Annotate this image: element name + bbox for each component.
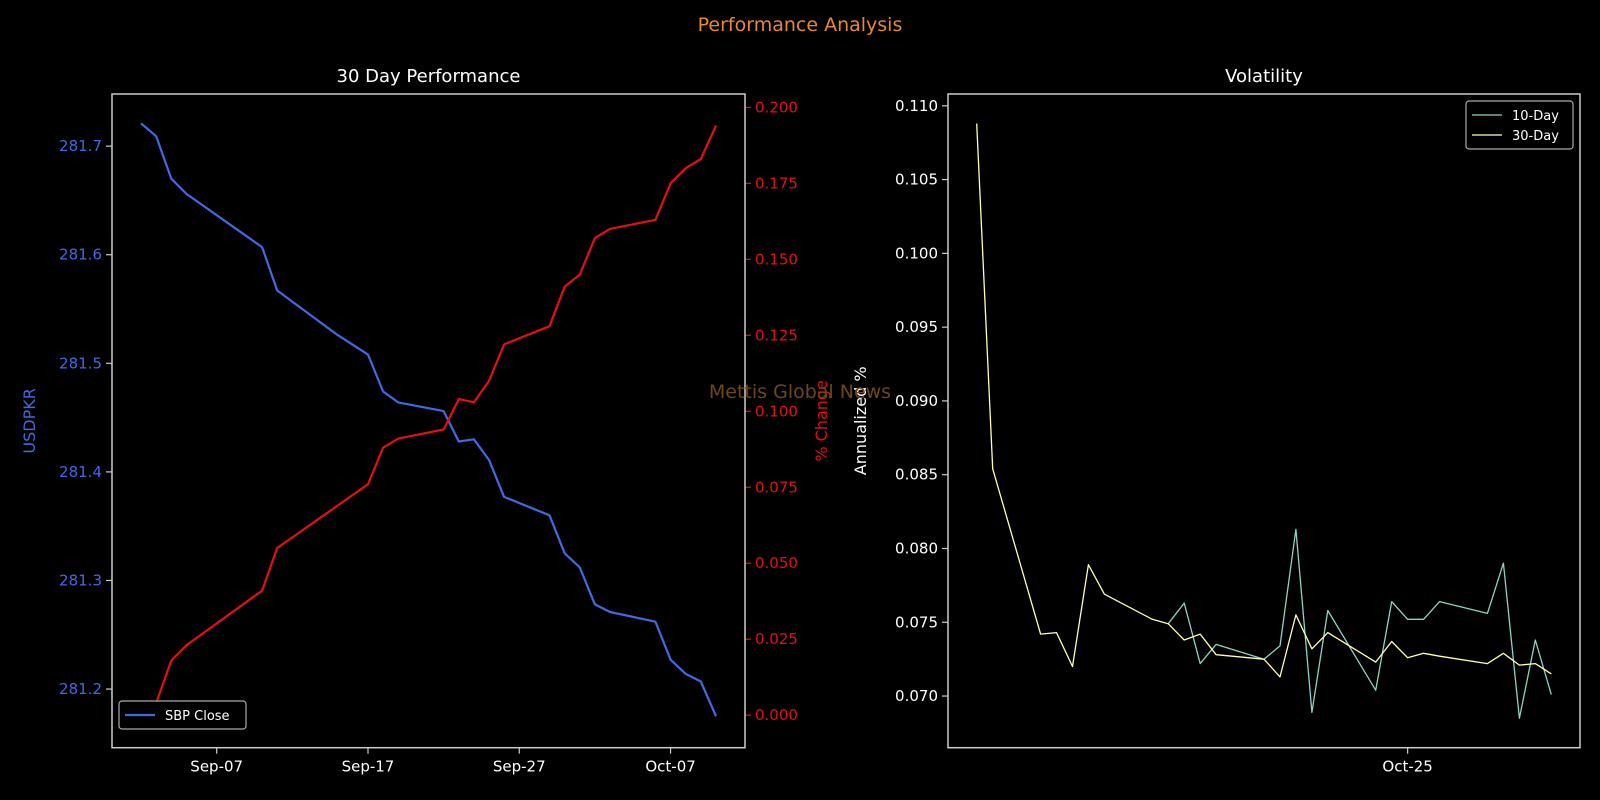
y-tick-label: 281.6 xyxy=(59,246,102,264)
y-tick-label: 0.070 xyxy=(895,687,938,705)
y2-tick-label: 0.100 xyxy=(755,402,798,420)
series-line-10-day xyxy=(1167,528,1552,719)
y2-axis-label: % Change xyxy=(812,380,831,462)
y2-tick-label: 0.075 xyxy=(755,478,798,496)
y-tick-label: 281.2 xyxy=(59,680,102,698)
legend-box xyxy=(1465,100,1574,150)
y-tick-label: 0.090 xyxy=(895,392,938,410)
y2-tick-label: 0.000 xyxy=(755,706,798,724)
y2-tick-label: 0.200 xyxy=(755,98,798,116)
series-line-sbp-close xyxy=(140,122,718,717)
performance-chart: 30 Day Performance Sep-07 Sep-17 Sep-27 Oct-… xyxy=(20,66,831,776)
chart-title: 30 Day Performance xyxy=(337,66,521,87)
x-tick-label: Sep-07 xyxy=(190,758,243,776)
chart-title: Volatility xyxy=(1225,66,1303,87)
plot-frame xyxy=(111,93,746,749)
y-tick-label: 281.4 xyxy=(59,463,102,481)
legend-box xyxy=(118,700,247,730)
legend-label: SBP Close xyxy=(165,709,230,724)
x-tick-label: Sep-17 xyxy=(342,758,395,776)
x-tick-label: Oct-25 xyxy=(1382,758,1432,776)
y2-tick-label: 0.125 xyxy=(755,326,798,344)
volatility-chart: Volatility Oct-25 0.070 0.075 0.080 0.085 0.09… xyxy=(851,66,1581,776)
x-tick-label: Oct-07 xyxy=(645,758,695,776)
watermark: Mettis Global News xyxy=(709,381,891,403)
y-tick-label: 0.085 xyxy=(895,466,938,484)
legend-label: 10-Day xyxy=(1512,109,1559,124)
y-tick-label: 0.095 xyxy=(895,318,938,336)
y-tick-label: 0.075 xyxy=(895,613,938,631)
plot-frame xyxy=(947,93,1581,749)
y-axis-label: Annualized % xyxy=(851,366,870,475)
series-line-30-day xyxy=(976,123,1552,678)
y-tick-label: 281.5 xyxy=(59,354,102,372)
y-tick-label: 281.3 xyxy=(59,571,102,589)
y-tick-label: 0.105 xyxy=(895,171,938,189)
y2-tick-label: 0.175 xyxy=(755,174,798,192)
x-tick-label: Sep-27 xyxy=(493,758,546,776)
y-tick-label: 0.110 xyxy=(895,97,938,115)
figure-title: Performance Analysis xyxy=(698,14,903,36)
y2-tick-label: 0.050 xyxy=(755,554,798,572)
y-tick-label: 0.080 xyxy=(895,539,938,557)
y2-tick-label: 0.025 xyxy=(755,630,798,648)
y-tick-label: 281.7 xyxy=(59,137,102,155)
legend-label: 30-Day xyxy=(1512,129,1559,144)
series-line--change xyxy=(140,125,718,717)
y2-tick-label: 0.150 xyxy=(755,250,798,268)
y-axis-label: USDPKR xyxy=(20,388,39,453)
y-tick-label: 0.100 xyxy=(895,244,938,262)
